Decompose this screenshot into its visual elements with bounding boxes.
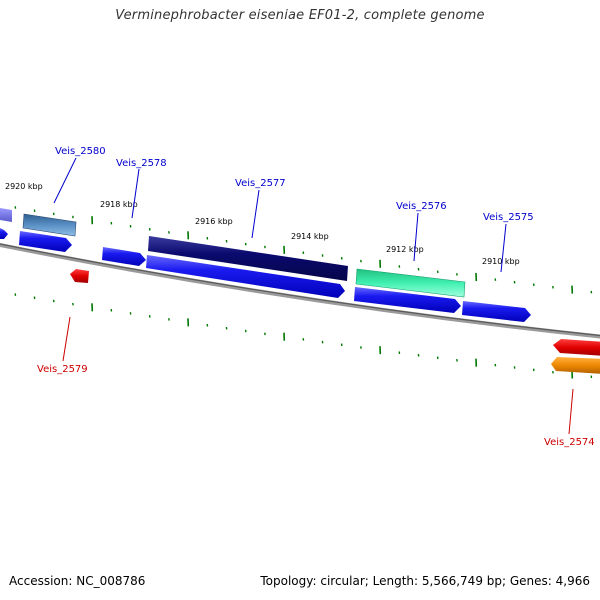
leader-veis-2574 <box>568 388 574 435</box>
leader-veis-2575 <box>500 223 507 273</box>
leader-veis-2577 <box>251 189 260 239</box>
gene-veis-2577[interactable] <box>146 255 345 298</box>
gene-veis-2576-outer[interactable] <box>355 268 466 298</box>
lower-tick-row <box>14 293 593 379</box>
tick-label-2918: 2918 kbp <box>100 200 138 209</box>
genome-title: Verminephrobacter eiseniae EF01-2, compl… <box>115 8 485 23</box>
genome-backbone <box>0 242 600 339</box>
gene-veis-2578[interactable] <box>102 247 146 266</box>
gene-veis-2580-outer[interactable] <box>22 213 77 237</box>
gene-partial-left-blue[interactable] <box>0 228 8 239</box>
gene-label-veis-2580[interactable]: Veis_2580 <box>55 146 106 157</box>
upper-tick-row <box>14 206 593 294</box>
tick-label-2916: 2916 kbp <box>195 217 233 226</box>
tick-label-2914: 2914 kbp <box>291 232 329 241</box>
gene-label-veis-2577[interactable]: Veis_2577 <box>235 178 286 189</box>
gene-label-veis-2575[interactable]: Veis_2575 <box>483 212 534 223</box>
gene-veis-2577-outer[interactable] <box>148 236 348 281</box>
gene-partial-left-lavender[interactable] <box>0 208 12 222</box>
gene-label-veis-2576[interactable]: Veis_2576 <box>396 201 447 212</box>
tick-label-2912: 2912 kbp <box>386 245 424 254</box>
gene-veis-2575[interactable] <box>462 301 531 322</box>
leader-veis-2579 <box>62 316 71 362</box>
tick-label-2910: 2910 kbp <box>482 257 520 266</box>
gene-veis-2579[interactable] <box>70 269 89 283</box>
genome-summary-text: Topology: circular; Length: 5,566,749 bp… <box>260 574 590 588</box>
gene-label-veis-2574[interactable]: Veis_2574 <box>544 437 595 448</box>
leader-veis-2576 <box>413 212 419 262</box>
leader-veis-2578 <box>131 168 140 219</box>
gene-veis-2574[interactable] <box>553 339 600 356</box>
tick-label-2920: 2920 kbp <box>5 182 43 191</box>
leader-veis-2580 <box>53 157 77 204</box>
gene-veis-2580[interactable] <box>19 231 72 252</box>
gene-veis-2576[interactable] <box>354 287 461 313</box>
gene-label-veis-2579[interactable]: Veis_2579 <box>37 364 88 375</box>
gene-veis-2574-outer[interactable] <box>551 357 600 374</box>
gene-label-veis-2578[interactable]: Veis_2578 <box>116 158 167 169</box>
accession-text: Accession: NC_008786 <box>9 574 146 588</box>
